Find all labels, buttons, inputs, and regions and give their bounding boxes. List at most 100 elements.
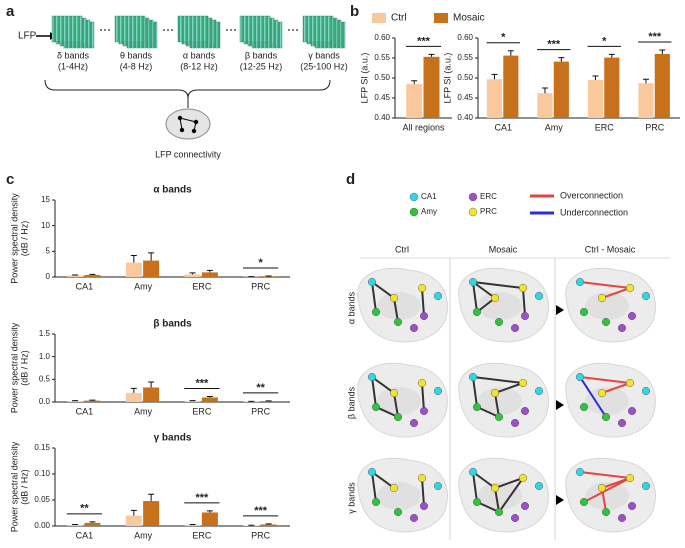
error-bar <box>72 274 79 276</box>
x-tick-label: ERC <box>192 281 212 291</box>
band-name: β bands <box>245 50 278 60</box>
bar <box>260 276 277 277</box>
bar <box>201 397 218 402</box>
brain-icon <box>165 108 211 140</box>
connection <box>472 281 478 313</box>
region-swatch <box>468 207 478 217</box>
ellipsis-dot <box>100 29 102 31</box>
region-node <box>491 484 500 493</box>
y-tick-label: 1.0 <box>39 352 51 361</box>
chart-title: γ bands <box>154 433 192 444</box>
error-bar <box>558 57 565 62</box>
connection <box>371 471 377 503</box>
connection <box>579 471 631 479</box>
brain <box>565 362 656 438</box>
connection-label: Underconnection <box>560 207 628 217</box>
y-tick-label: 0.55 <box>457 53 473 62</box>
brain-structure <box>478 387 522 415</box>
bar <box>423 56 440 118</box>
bar <box>143 260 160 277</box>
region-node <box>598 389 607 398</box>
connection <box>371 376 395 394</box>
connection <box>393 392 399 418</box>
bar <box>184 524 201 526</box>
region-swatch <box>409 192 419 202</box>
region-node <box>602 413 611 422</box>
bar <box>84 274 101 277</box>
error-bar <box>148 493 155 502</box>
region-node <box>434 292 443 301</box>
region-node <box>576 468 585 477</box>
x-tick-label: CA1 <box>76 406 94 416</box>
x-tick-label: Amy <box>134 530 153 540</box>
y-tick-label: 5 <box>46 246 51 255</box>
region-node <box>473 403 482 412</box>
brain <box>458 362 549 438</box>
brain <box>357 362 448 438</box>
y-tick-label: 0 <box>46 272 51 281</box>
y-tick-label: 0.40 <box>374 113 390 122</box>
region-node <box>626 379 635 388</box>
ellipsis-dot <box>288 29 290 31</box>
region-node <box>521 407 530 416</box>
region-node <box>511 514 520 523</box>
region-node <box>434 482 443 491</box>
legend-swatch <box>372 13 386 23</box>
bar <box>537 93 553 118</box>
significance-label: *** <box>648 31 662 43</box>
region-node <box>628 502 637 511</box>
bar <box>67 275 84 277</box>
bar <box>201 272 218 277</box>
band-range: (4-8 Hz) <box>120 61 153 71</box>
connection <box>371 281 395 299</box>
error-bar <box>89 521 96 523</box>
error-bar <box>206 510 213 513</box>
connection <box>476 297 496 313</box>
region-node <box>434 387 443 396</box>
band-signal <box>114 15 146 43</box>
region-swatch <box>468 192 478 202</box>
connection <box>371 471 395 489</box>
connection <box>472 281 496 299</box>
y-tick-label: 0.45 <box>457 93 473 102</box>
connection <box>476 501 500 513</box>
region-node <box>618 324 627 333</box>
bar <box>587 80 604 118</box>
error-bar <box>491 73 498 80</box>
brain <box>458 457 549 533</box>
connection <box>421 382 425 412</box>
region-node <box>642 482 651 491</box>
row-label: β bands <box>346 386 356 419</box>
region-node <box>473 498 482 507</box>
connection <box>472 281 524 289</box>
region-node <box>495 508 504 517</box>
band-name: δ bands <box>57 50 90 60</box>
region-node <box>495 318 504 327</box>
region-node <box>410 514 419 523</box>
band-range: (12-25 Hz) <box>240 61 283 71</box>
region-node <box>420 502 429 511</box>
arrow <box>556 400 564 410</box>
region-node <box>628 407 637 416</box>
x-tick-label: CA1 <box>494 122 512 132</box>
region-node <box>469 373 478 382</box>
error-bar <box>541 87 548 94</box>
y-tick-label: 0.10 <box>34 469 50 478</box>
y-tick-label: 0.60 <box>374 33 390 42</box>
region-node <box>576 278 585 287</box>
error-bar <box>148 381 155 388</box>
chart-title: β bands <box>153 319 192 330</box>
bar <box>486 79 503 118</box>
region-node <box>535 387 544 396</box>
error-bar <box>608 53 615 58</box>
x-tick-label: ERC <box>192 530 212 540</box>
x-tick-label: Amy <box>134 406 153 416</box>
region-swatch <box>409 207 419 217</box>
brain-structure <box>585 292 629 320</box>
ellipsis-dot <box>226 29 228 31</box>
column-header: Ctrl - Mosaic <box>585 244 636 254</box>
region-node <box>418 379 427 388</box>
connection <box>476 406 500 418</box>
region-node <box>372 498 381 507</box>
x-tick-label: PRC <box>251 281 271 291</box>
